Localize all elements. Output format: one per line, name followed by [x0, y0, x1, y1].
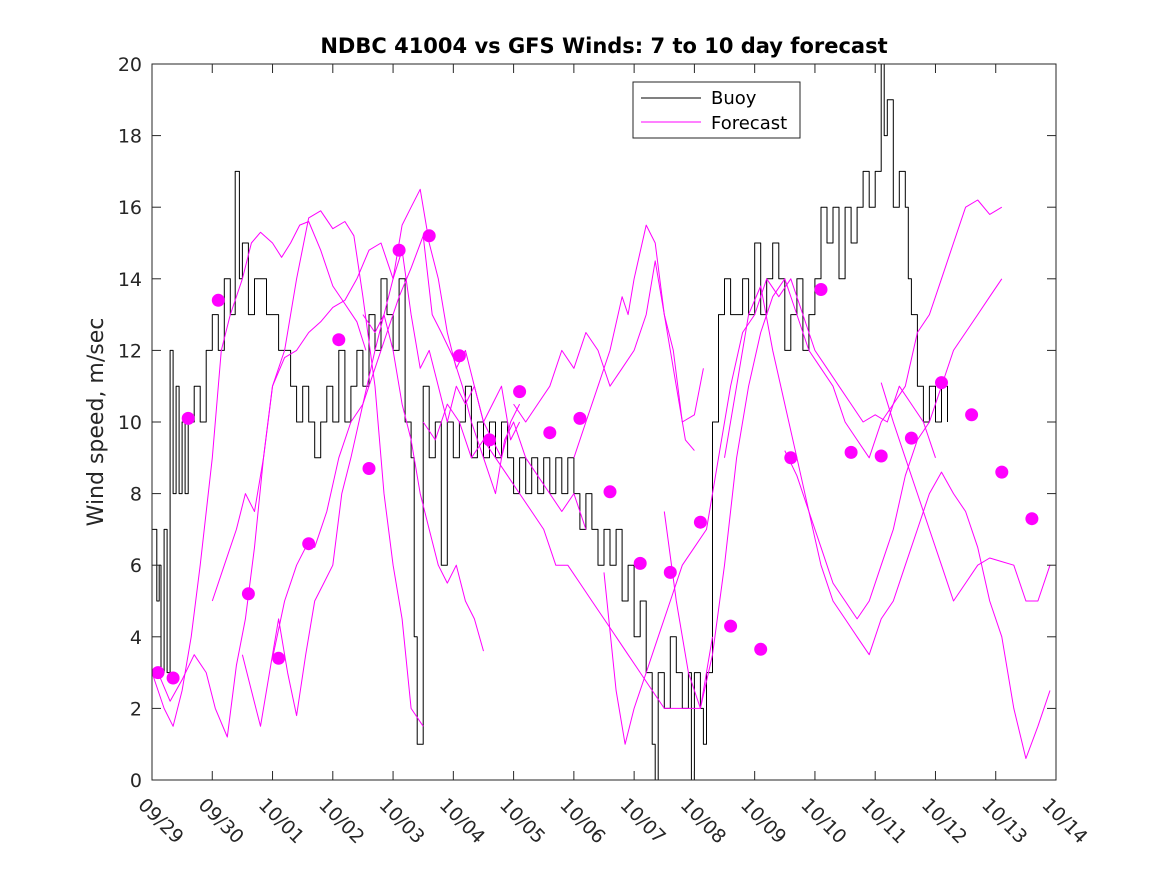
- y-tick-label: 16: [118, 197, 142, 219]
- chart-title: NDBC 41004 vs GFS Winds: 7 to 10 day for…: [320, 34, 887, 58]
- forecast-marker: [1025, 512, 1039, 526]
- y-tick-label: 14: [118, 269, 142, 291]
- forecast-marker: [874, 449, 888, 463]
- legend-forecast-label: Forecast: [711, 113, 787, 134]
- y-tick-label: 0: [130, 770, 142, 792]
- forecast-marker: [754, 642, 768, 656]
- forecast-marker: [392, 243, 406, 257]
- forecast-marker: [362, 462, 376, 475]
- forecast-13-line: [784, 450, 1051, 759]
- forecast-marker: [452, 349, 466, 363]
- forecast-marker: [904, 431, 918, 445]
- forecast-marker: [241, 587, 255, 601]
- marker-layer: [151, 229, 1039, 685]
- y-tick-label: 20: [118, 54, 142, 76]
- legend-box: [632, 81, 801, 139]
- forecast-marker: [302, 537, 316, 551]
- y-tick-label: 12: [118, 340, 142, 362]
- forecast-marker: [272, 651, 286, 665]
- forecast-14-line: [880, 382, 1051, 602]
- forecast-marker: [151, 666, 165, 680]
- y-tick-label: 8: [130, 484, 142, 506]
- forecast-marker: [573, 411, 587, 425]
- y-tick-label: 2: [130, 698, 142, 720]
- forecast-marker: [166, 671, 180, 685]
- forecast-1-line: [151, 221, 367, 727]
- legend-buoy-label: Buoy: [711, 88, 757, 109]
- forecast-marker: [513, 385, 527, 399]
- forecast-marker: [935, 376, 948, 390]
- forecast-marker: [995, 465, 1009, 479]
- forecast-marker: [603, 485, 617, 499]
- y-axis: 0 2 4 6 8 10 12 14 16 18 20: [118, 54, 1056, 792]
- y-tick-label: 10: [118, 412, 142, 434]
- y-axis-label: Wind speed, m/sec: [84, 318, 109, 527]
- forecast-12-line: [724, 278, 1003, 620]
- forecast-marker: [663, 565, 677, 579]
- forecast-9-line: [573, 224, 695, 458]
- forecast-marker: [844, 445, 858, 459]
- forecast-marker: [332, 333, 346, 347]
- forecast-marker: [724, 619, 738, 633]
- forecast-marker: [181, 411, 195, 425]
- forecast-2-line: [157, 210, 424, 738]
- y-tick-label: 6: [130, 555, 142, 577]
- series-layer: [151, 63, 1051, 781]
- y-tick-label: 18: [118, 126, 142, 148]
- forecast-10-line: [603, 278, 936, 745]
- forecast-marker: [784, 451, 798, 465]
- forecast-7-line: [422, 403, 713, 709]
- forecast-marker: [543, 426, 557, 440]
- forecast-marker: [211, 293, 225, 307]
- y-tick-label: 4: [130, 627, 142, 649]
- forecast-11-line: [663, 199, 1003, 709]
- buoy-line: [152, 63, 948, 781]
- forecast-6-line: [362, 314, 484, 652]
- forecast-marker: [483, 433, 496, 447]
- forecast-marker: [965, 408, 979, 422]
- forecast-marker: [633, 556, 647, 570]
- forecast-marker: [422, 229, 436, 243]
- forecast-8-line: [513, 260, 704, 423]
- forecast-marker: [814, 283, 828, 296]
- legend: Buoy Forecast: [632, 81, 801, 139]
- forecast-marker: [693, 515, 707, 529]
- forecast-5-line: [272, 235, 587, 659]
